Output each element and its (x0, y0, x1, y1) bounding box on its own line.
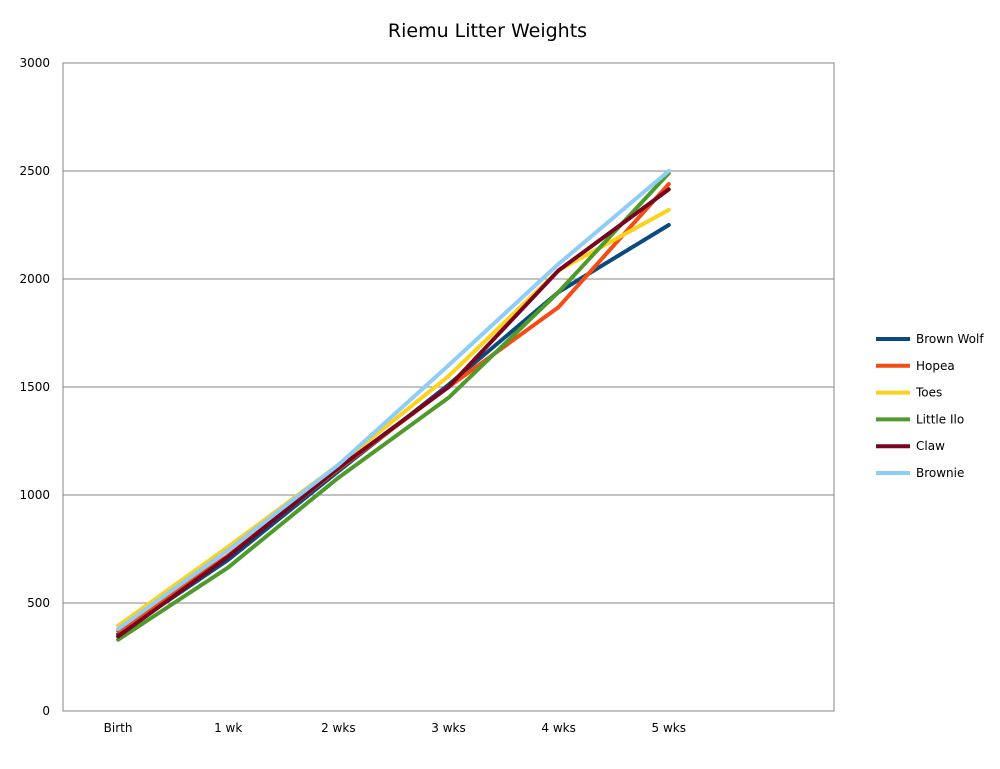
y-tick-label-1000: 1000 (19, 488, 50, 502)
series-line-brownie (116, 169, 671, 631)
x-tick-label-5: 4 wks (541, 721, 575, 735)
y-tick-label-3000: 3000 (19, 56, 50, 70)
series-line-little-ilo (116, 171, 671, 642)
series-line-toes (116, 207, 671, 628)
legend-label-brownie: Brownie (916, 466, 964, 480)
y-tick-label-500: 500 (27, 596, 50, 610)
chart-title: Riemu Litter Weights (387, 20, 588, 42)
x-tick-label-1: Birth (104, 721, 133, 735)
legend-label-claw: Claw (916, 439, 945, 453)
legend: Brown Wolf Hopea Toes Little Ilo Claw Brownie (876, 332, 984, 480)
series-line-claw (116, 187, 671, 639)
y-tick-label-1500: 1500 (19, 380, 50, 394)
series-lines (116, 169, 671, 642)
x-tick-label-3: 2 wks (321, 721, 355, 735)
legend-label-brown-wolf: Brown Wolf (916, 332, 984, 346)
y-tick-label-2500: 2500 (19, 164, 50, 178)
y-tick-label-0: 0 (42, 704, 50, 718)
y-tick-label-2000: 2000 (19, 272, 50, 286)
x-tick-label-6: 5 wks (652, 721, 686, 735)
plot-area-border (62, 62, 835, 712)
x-tick-label-2: 1 wk (214, 721, 242, 735)
x-tick-label-4: 3 wks (431, 721, 465, 735)
legend-label-hopea: Hopea (916, 359, 955, 373)
x-axis-tick-labels: Birth 1 wk 2 wks 3 wks 4 wks 5 wks (104, 721, 686, 735)
legend-label-little-ilo: Little Ilo (916, 412, 964, 426)
y-axis-tick-labels: 0 500 1000 1500 2000 2500 3000 (19, 56, 50, 718)
legend-label-toes: Toes (915, 386, 942, 400)
